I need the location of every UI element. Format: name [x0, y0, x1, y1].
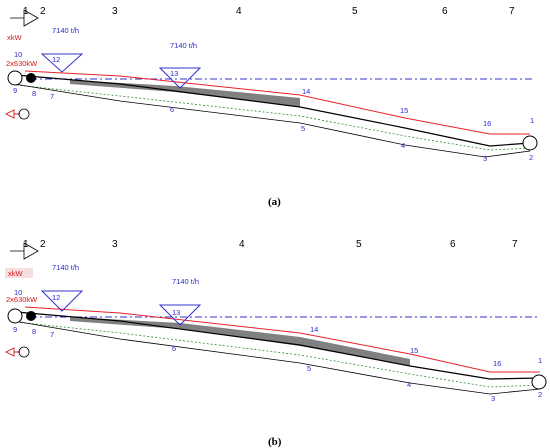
- belt-carrying-strand: [15, 311, 541, 380]
- belt-return-strand: [15, 321, 541, 388]
- section-label: 3: [112, 239, 118, 250]
- hopper-icon: [158, 304, 202, 326]
- tensioner-icon: [4, 347, 20, 357]
- node-label: 12: [52, 293, 60, 302]
- node-label: 9: [13, 86, 17, 95]
- node-label: 13: [172, 308, 180, 317]
- flow-label: 7140 t/h: [172, 277, 199, 286]
- node-label: 15: [410, 346, 418, 355]
- node-label: 15: [400, 106, 408, 115]
- section-label: 2: [40, 6, 46, 17]
- tail-pulley-icon: [531, 374, 547, 390]
- node-label: 8: [32, 327, 36, 336]
- direction-arrow-icon: [10, 242, 39, 260]
- power-label: 2x630kW: [6, 295, 38, 304]
- belt-upper-strand: [24, 70, 530, 135]
- tail-pulley-icon: [522, 135, 538, 151]
- section-label: 5: [356, 239, 362, 250]
- tensioner-drum-icon: [18, 108, 30, 120]
- node-label: 5: [301, 124, 305, 133]
- node-label: 1: [538, 356, 542, 365]
- node-label: 1: [530, 116, 534, 125]
- panel-caption: (b): [268, 436, 282, 448]
- node-label: 16: [493, 359, 501, 368]
- section-label: 2: [40, 239, 46, 250]
- node-label: 7: [50, 330, 54, 339]
- material-load: [70, 317, 410, 366]
- drive-pulley-icon: [26, 73, 36, 83]
- node-label: 3: [491, 394, 495, 403]
- section-label: 5: [352, 6, 358, 17]
- section-label: 6: [450, 239, 456, 250]
- node-label: 12: [52, 55, 60, 64]
- section-label: 6: [442, 6, 448, 17]
- hopper-icon: [40, 53, 84, 73]
- node-label: 16: [483, 119, 491, 128]
- node-label: 7: [50, 92, 54, 101]
- power-label-bg: [5, 268, 33, 278]
- tensioner-icon: [4, 109, 20, 119]
- node-label: 14: [302, 87, 310, 96]
- node-label: 10: [14, 288, 22, 297]
- belt-carrying-strand: [15, 74, 531, 147]
- head-pulley-icon: [7, 308, 23, 324]
- node-label: 2: [529, 153, 533, 162]
- section-label: 4: [236, 6, 242, 17]
- node-label: 6: [170, 105, 174, 114]
- node-label: 9: [13, 325, 17, 334]
- flow-label: 7140 t/h: [52, 26, 79, 35]
- node-label: 5: [307, 364, 311, 373]
- power-label: xkW: [7, 33, 23, 42]
- section-label: 7: [509, 6, 515, 17]
- panel-b: 1 2 3 4 5 6 7 7140 t/h 7140 t/h xkW 2x63…: [4, 239, 547, 448]
- belt-upper-strand: [24, 306, 540, 373]
- node-label: 13: [170, 69, 178, 78]
- section-label: 7: [512, 239, 518, 250]
- hopper-icon: [158, 67, 202, 89]
- belt-lower-strand: [13, 320, 541, 395]
- node-label: 6: [172, 344, 176, 353]
- section-label: 3: [112, 6, 118, 17]
- hopper-icon: [40, 290, 84, 312]
- power-label: xkW: [8, 269, 24, 278]
- flow-label: 7140 t/h: [52, 263, 79, 272]
- panel-caption: (a): [268, 196, 281, 208]
- flow-label: 7140 t/h: [170, 41, 197, 50]
- node-label: 4: [401, 141, 405, 150]
- section-label: 4: [239, 239, 245, 250]
- tensioner-drum-icon: [18, 346, 30, 358]
- direction-arrow-icon: [10, 9, 39, 27]
- power-label: 2x630kW: [6, 59, 38, 68]
- section-label: 1: [23, 239, 29, 250]
- node-label: 2: [538, 390, 542, 399]
- node-label: 3: [483, 154, 487, 163]
- section-label: 1: [23, 6, 29, 17]
- panel-a: 1 2 3 4 5 6 7 7140 t/h 7140 t/h xkW 2x63…: [4, 6, 538, 208]
- belt-lower-strand: [13, 83, 531, 158]
- belt-return-strand: [15, 84, 531, 151]
- node-label: 4: [407, 380, 411, 389]
- drive-pulley-icon: [26, 311, 36, 321]
- node-label: 8: [32, 89, 36, 98]
- node-label: 14: [310, 325, 318, 334]
- node-label: 10: [14, 50, 22, 59]
- material-load: [70, 80, 300, 107]
- head-pulley-icon: [7, 70, 23, 86]
